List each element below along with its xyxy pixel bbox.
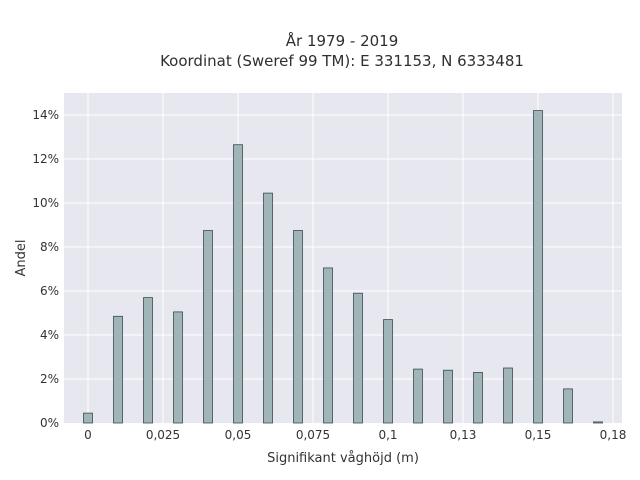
x-axis-ticks: 0 0,025 0,05 0,075 0,1 0,13 0,15 0,18 xyxy=(84,428,626,442)
x-tick-label: 0,13 xyxy=(450,428,477,442)
x-tick-label: 0,15 xyxy=(525,428,552,442)
x-tick-label: 0,18 xyxy=(600,428,627,442)
histogram-bar xyxy=(143,297,153,424)
y-tick-label: 14% xyxy=(32,108,59,122)
histogram-bar xyxy=(173,311,183,424)
y-tick-label: 8% xyxy=(40,240,59,254)
histogram-bar xyxy=(563,388,573,424)
x-tick-label: 0,05 xyxy=(225,428,252,442)
histogram-bar xyxy=(113,315,123,424)
y-axis-label: Andel xyxy=(14,240,29,277)
y-tick-label: 0% xyxy=(40,416,59,430)
histogram-bar xyxy=(593,421,603,424)
histogram-bar xyxy=(443,369,453,424)
chart-title-line2: Koordinat (Sweref 99 TM): E 331153, N 63… xyxy=(160,52,524,70)
histogram-bar xyxy=(473,371,483,424)
histogram-bar xyxy=(293,230,303,424)
x-tick-label: 0,1 xyxy=(378,428,397,442)
y-tick-label: 2% xyxy=(40,372,59,386)
histogram-bar xyxy=(233,144,243,424)
y-tick-label: 12% xyxy=(32,152,59,166)
histogram-bar xyxy=(383,319,393,424)
y-tick-label: 6% xyxy=(40,284,59,298)
y-tick-label: 4% xyxy=(40,328,59,342)
y-axis-ticks: 0% 2% 4% 6% 8% 10% 12% 14% xyxy=(32,108,59,430)
histogram-bar xyxy=(323,267,333,424)
x-axis-label: Signifikant våghöjd (m) xyxy=(267,451,419,466)
histogram-bar xyxy=(263,192,273,424)
histogram-bar xyxy=(353,292,363,424)
histogram-bar xyxy=(83,412,93,424)
bar-series xyxy=(83,110,603,424)
histogram-bar xyxy=(413,368,423,424)
histogram-bar xyxy=(203,230,213,424)
x-tick-label: 0 xyxy=(84,428,92,442)
plot-area xyxy=(64,93,622,423)
x-tick-label: 0,025 xyxy=(146,428,180,442)
histogram-bar xyxy=(533,110,543,424)
chart-title-line1: År 1979 - 2019 xyxy=(286,31,399,50)
histogram-bar xyxy=(503,367,513,424)
x-tick-label: 0,075 xyxy=(296,428,330,442)
y-tick-label: 10% xyxy=(32,196,59,210)
